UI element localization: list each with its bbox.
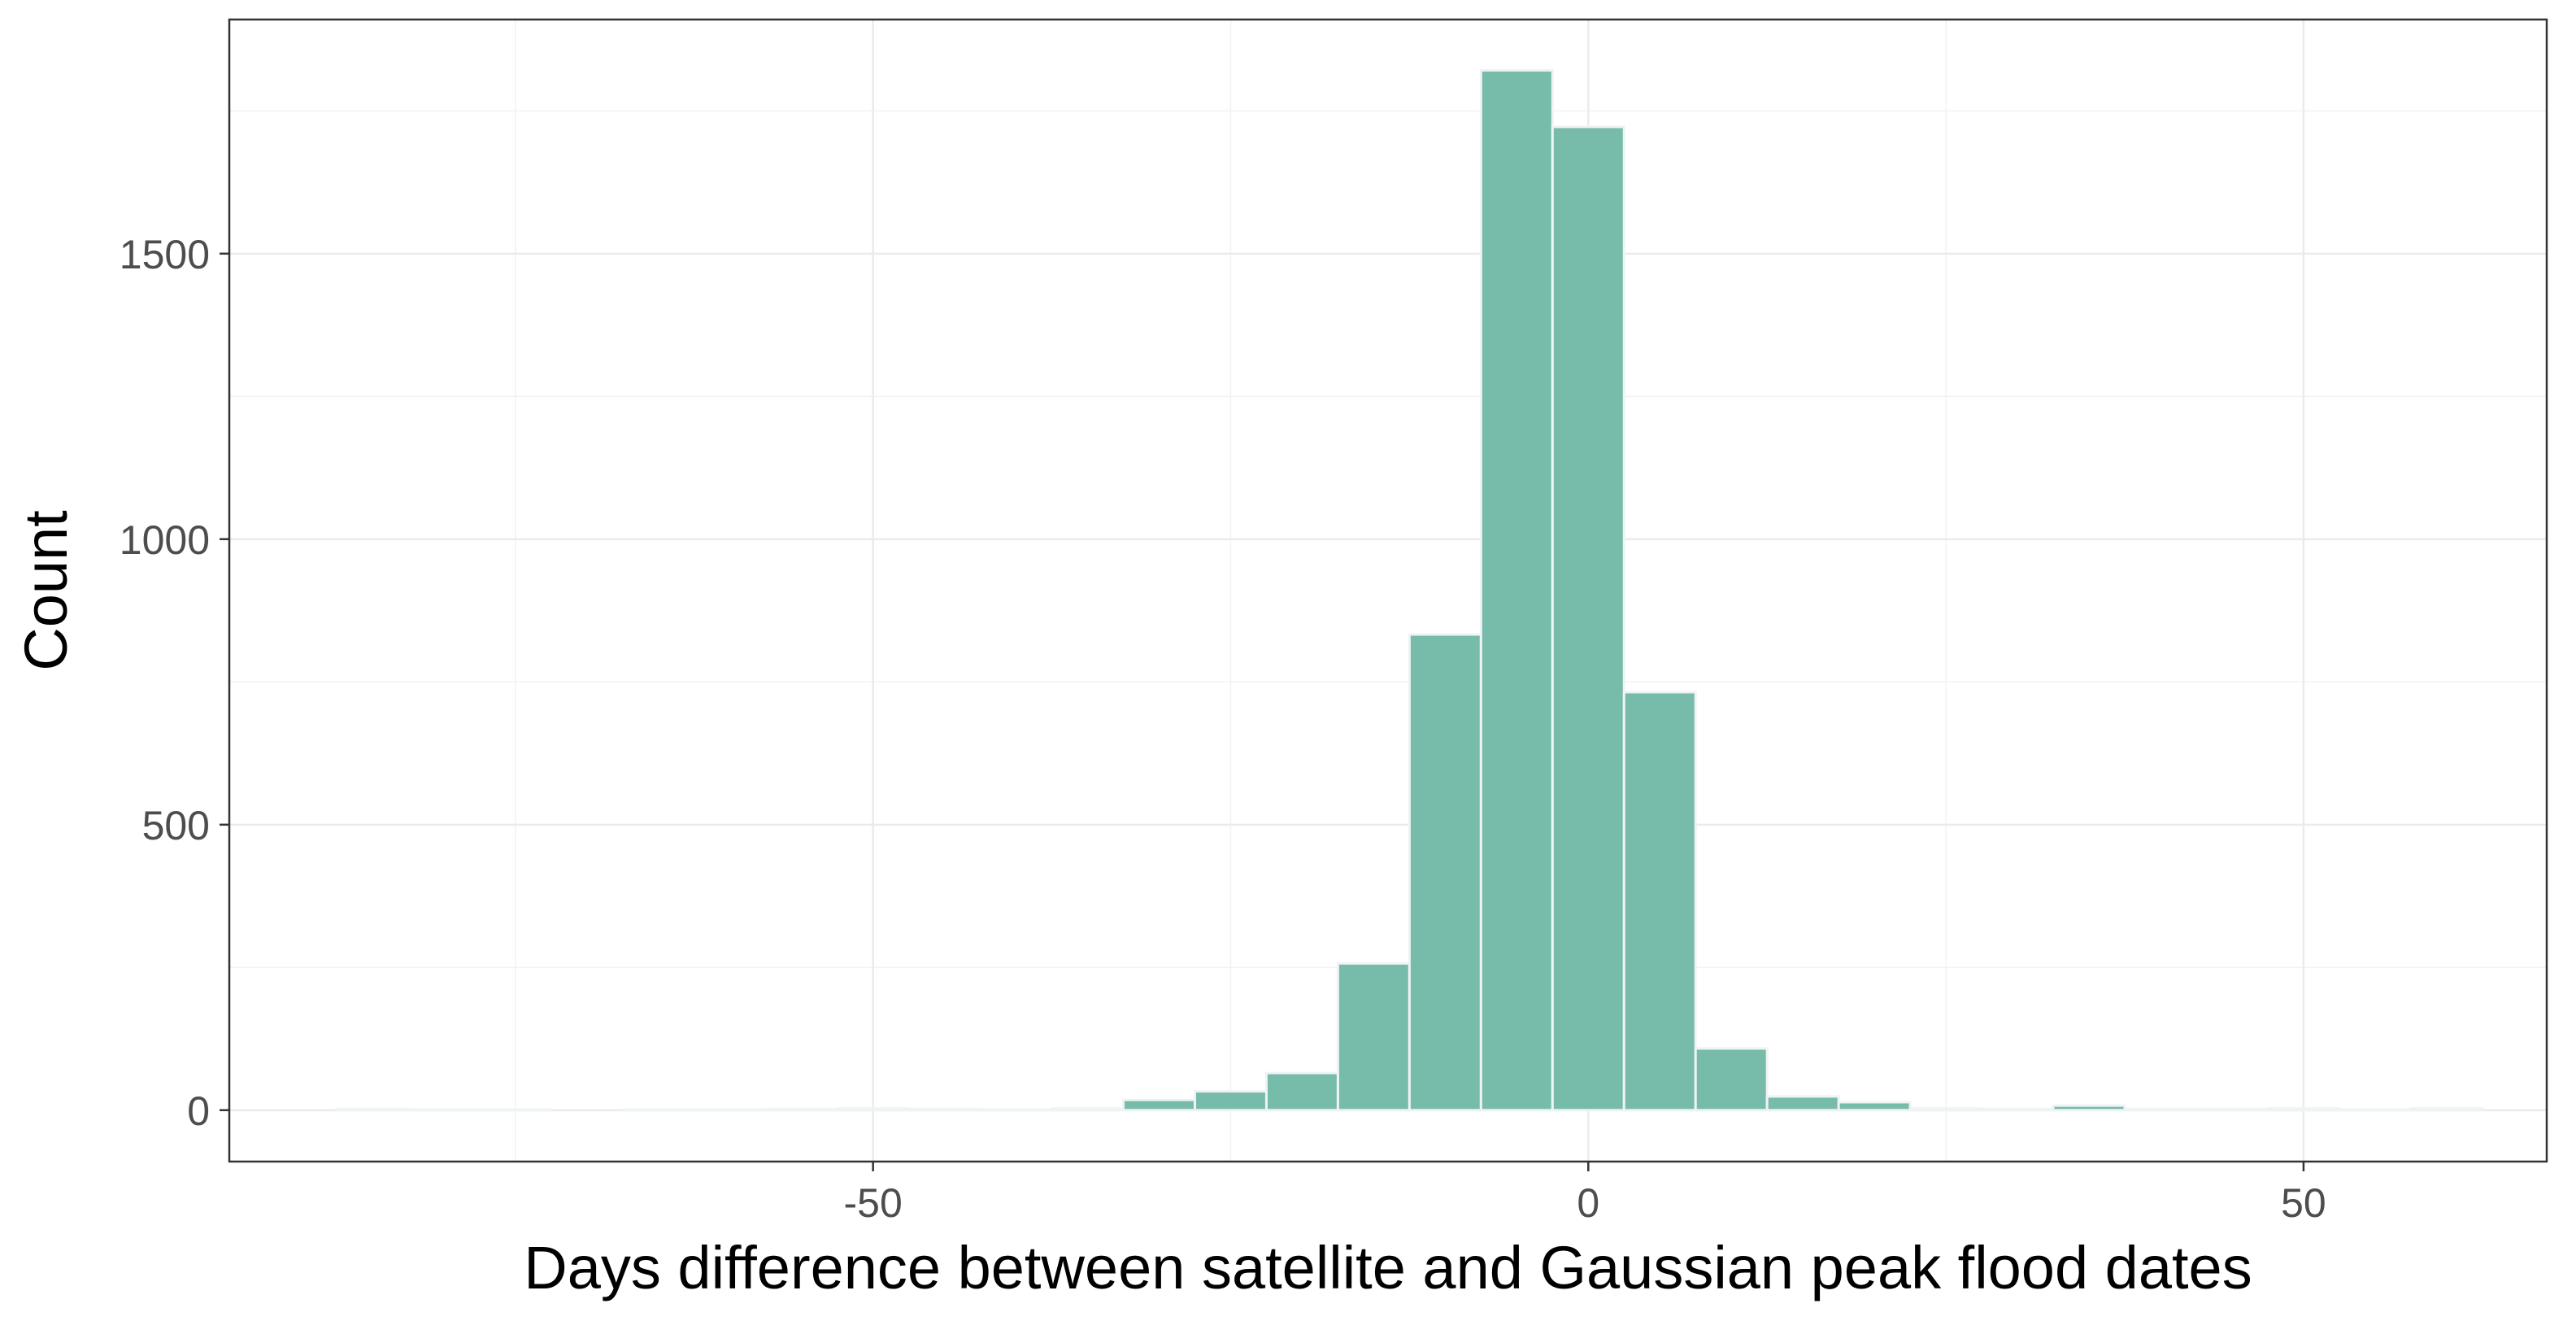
histogram-bar — [764, 1107, 839, 1112]
histogram-bar — [1479, 68, 1554, 1112]
histogram-bars — [335, 68, 2484, 1112]
y-tick-label: 1500 — [120, 232, 210, 277]
x-tick-label: 0 — [1577, 1180, 1599, 1226]
histogram-bar — [1837, 1101, 1912, 1112]
histogram-bar — [1051, 1107, 1125, 1112]
x-tick-label: -50 — [844, 1180, 903, 1226]
histogram-bar — [1551, 125, 1625, 1112]
y-axis-title: Count — [12, 510, 80, 671]
axis-ticks — [220, 252, 2305, 1171]
plot-panel-border — [228, 18, 2548, 1163]
histogram-bar — [2409, 1107, 2484, 1112]
histogram-bar — [2195, 1107, 2269, 1112]
histogram-bar — [1622, 691, 1697, 1112]
x-axis-title: Days difference between satellite and Ga… — [524, 1234, 2252, 1301]
histogram-bar — [2266, 1107, 2341, 1112]
histogram-bar — [1336, 961, 1411, 1112]
histogram-bar — [1122, 1098, 1196, 1112]
x-tick-label: 50 — [2281, 1180, 2326, 1226]
histogram-bar — [1694, 1047, 1769, 1112]
histogram-bar — [2052, 1104, 2126, 1112]
y-tick-labels: 0 500 1000 1500 — [120, 232, 210, 1134]
histogram-bar — [1408, 633, 1482, 1112]
histogram-bar — [1980, 1107, 2055, 1112]
histogram-bar — [836, 1107, 911, 1112]
histogram-bar — [1264, 1071, 1339, 1112]
histogram-bar — [335, 1107, 410, 1112]
histogram-bar — [1765, 1095, 1840, 1112]
histogram-bar — [907, 1107, 982, 1112]
histogram-bar — [1194, 1090, 1268, 1112]
histogram-bar — [1908, 1107, 1983, 1112]
y-tick-label: 0 — [187, 1088, 210, 1134]
histogram-bar — [2123, 1107, 2198, 1112]
y-tick-label: 500 — [142, 803, 210, 848]
x-tick-labels: -50 0 50 — [844, 1180, 2326, 1226]
y-tick-label: 1000 — [120, 517, 210, 563]
